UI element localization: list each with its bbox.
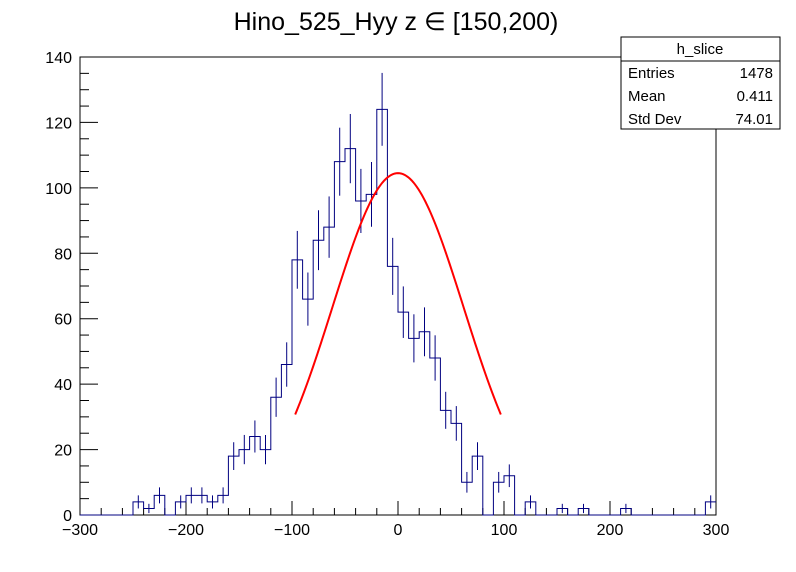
x-tick-label: −100	[274, 522, 310, 539]
x-tick-label: −200	[168, 522, 204, 539]
error-bars	[137, 72, 712, 514]
y-tick-label: 140	[45, 50, 72, 67]
y-tick-label: 120	[45, 115, 72, 132]
x-tick-label: 0	[394, 522, 403, 539]
x-tick-label: 100	[491, 522, 518, 539]
x-tick-label: 200	[597, 522, 624, 539]
stats-entries-label: Entries	[628, 65, 675, 82]
chart-title: Hino_525_Hyy z ∈ [150,200)	[234, 8, 559, 36]
stats-box: h_slice Entries 1478 Mean 0.411 Std Dev …	[620, 36, 781, 130]
stats-mean-value: 0.411	[737, 88, 773, 105]
gaussian-fit	[294, 172, 502, 415]
y-tick-label: 40	[54, 377, 72, 394]
stats-mean-label: Mean	[628, 88, 666, 105]
stats-box-frame	[620, 36, 781, 130]
x-tick-label: 300	[703, 522, 730, 539]
stats-stddev-value: 74.01	[735, 111, 773, 128]
y-tick-label: 60	[54, 312, 72, 329]
x-axis: −300 −200 −100 0 100 200 300	[62, 501, 729, 539]
y-tick-label: 80	[54, 246, 72, 263]
stats-stddev-label: Std Dev	[628, 111, 682, 128]
histogram-outline	[80, 108, 716, 516]
y-tick-label: 100	[45, 181, 72, 198]
x-tick-label: −300	[62, 522, 98, 539]
stats-box-name: h_slice	[677, 41, 724, 58]
histogram-series	[80, 108, 716, 516]
y-tick-label: 0	[63, 508, 72, 525]
stats-entries-value: 1478	[740, 65, 773, 82]
y-tick-label: 20	[54, 443, 72, 460]
fit-curve	[294, 172, 502, 415]
y-axis: 0 20 40 60 80 100 120 140	[45, 50, 98, 525]
